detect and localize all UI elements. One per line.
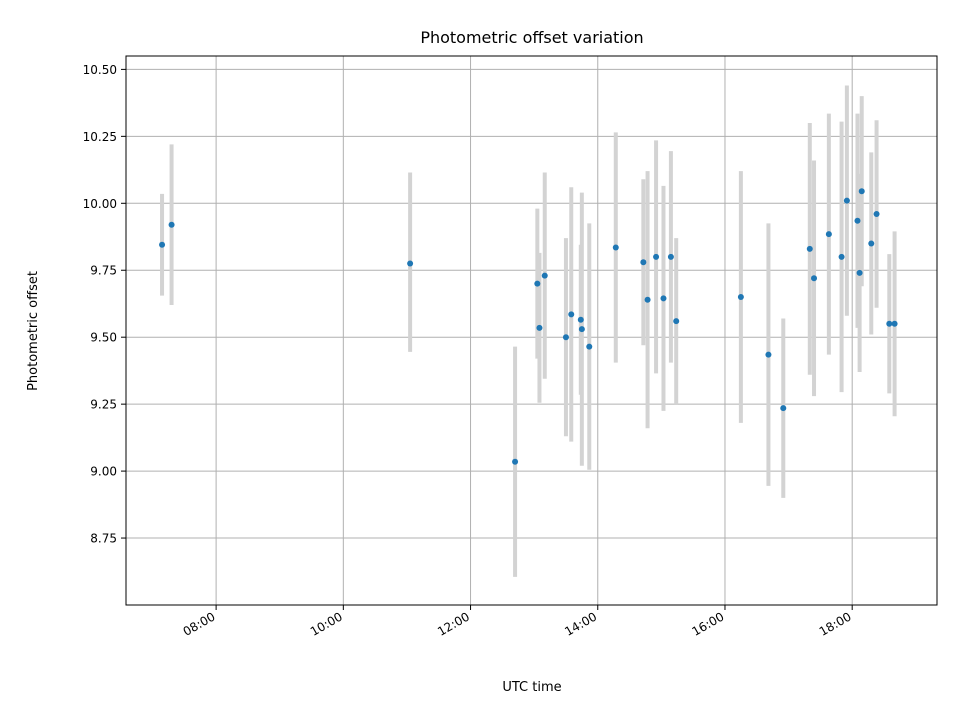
data-point xyxy=(765,351,772,358)
data-point xyxy=(568,311,575,318)
data-point xyxy=(562,334,569,341)
data-point xyxy=(825,231,832,238)
data-point xyxy=(673,318,680,325)
data-point xyxy=(854,217,861,224)
data-point xyxy=(873,211,880,218)
data-point xyxy=(612,244,619,251)
y-tick-label: 10.50 xyxy=(83,63,117,77)
data-point xyxy=(578,326,585,333)
data-point xyxy=(858,188,865,195)
y-tick-label: 9.00 xyxy=(90,465,117,479)
data-point xyxy=(653,253,660,260)
y-axis-label: Photometric offset xyxy=(26,271,41,391)
data-point xyxy=(512,458,519,465)
data-point xyxy=(644,296,651,303)
data-point xyxy=(838,253,845,260)
grid xyxy=(126,56,937,605)
data-point xyxy=(640,259,647,266)
y-tick-label: 9.50 xyxy=(90,331,117,345)
x-axis-label: UTC time xyxy=(502,680,561,695)
data-point xyxy=(868,240,875,247)
y-tick-label: 10.00 xyxy=(83,197,117,211)
data-point xyxy=(843,197,850,204)
data-point xyxy=(407,260,414,267)
data-point xyxy=(737,294,744,301)
data-point xyxy=(660,295,667,302)
data-point xyxy=(886,320,893,327)
data-point xyxy=(586,343,593,350)
data-point xyxy=(159,241,166,248)
y-tick-label: 8.75 xyxy=(90,532,117,546)
data-point xyxy=(541,272,548,279)
plot-frame xyxy=(125,55,938,606)
data-point xyxy=(534,280,541,287)
y-axis-ticks: 8.75 9.00 9.25 9.50 9.75 10.00 10.25 10.50 xyxy=(83,63,126,546)
data-point xyxy=(780,405,787,412)
data-point xyxy=(536,324,543,331)
data-point xyxy=(806,245,813,252)
data-point xyxy=(856,269,863,276)
y-tick-label: 10.25 xyxy=(83,130,117,144)
data-point xyxy=(891,320,898,327)
y-tick-label: 9.25 xyxy=(90,398,117,412)
chart-title: Photometric offset variation xyxy=(420,28,643,47)
data-points xyxy=(159,188,898,465)
data-point xyxy=(168,221,175,228)
y-tick-label: 9.75 xyxy=(90,264,117,278)
data-point xyxy=(577,316,584,323)
data-point xyxy=(667,253,674,260)
data-point xyxy=(811,275,818,282)
